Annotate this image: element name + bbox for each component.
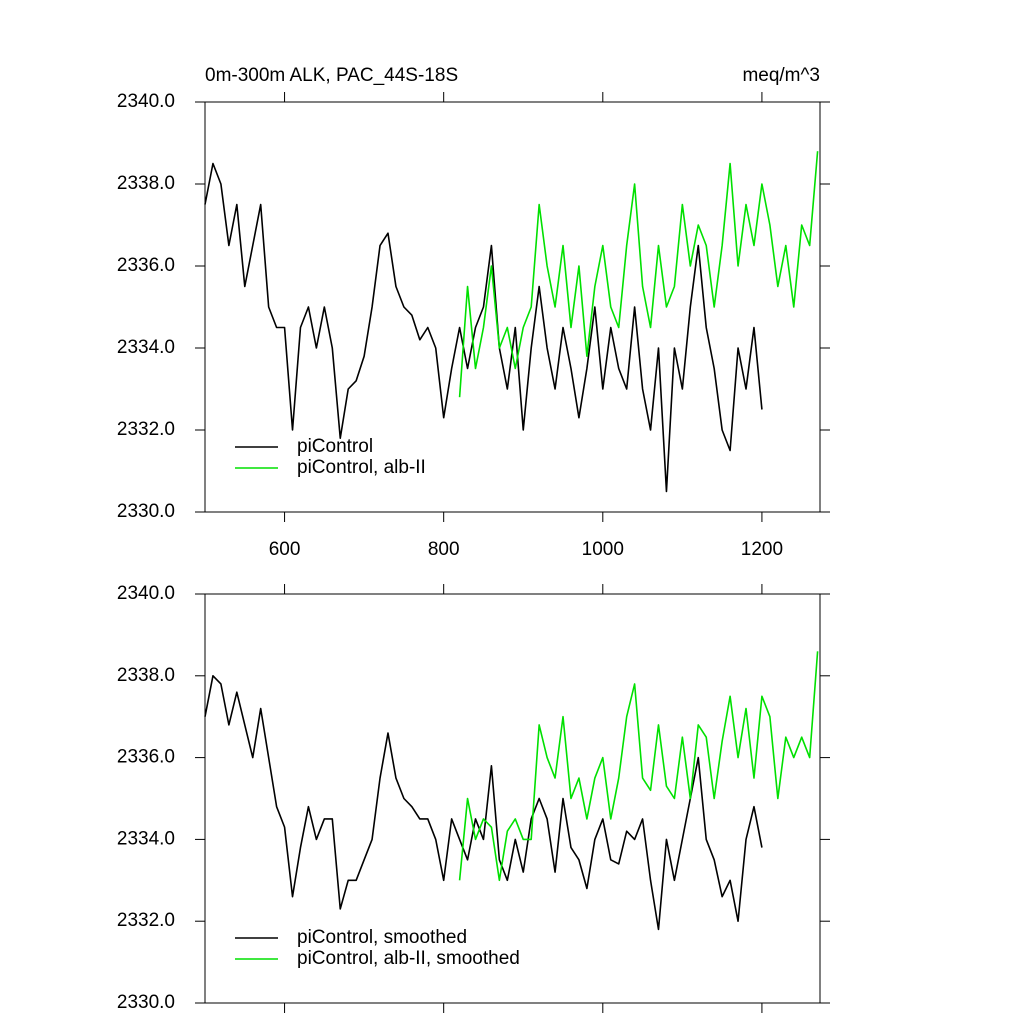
series-line <box>458 651 819 882</box>
legend-label: piControl, alb-II, smoothed <box>297 948 520 969</box>
series-line <box>458 151 819 398</box>
x-tick-label: 1200 <box>741 539 783 560</box>
legend-label: piControl <box>297 436 373 457</box>
plot-frame <box>204 101 821 513</box>
x-tick-label: 800 <box>428 539 460 560</box>
y-tick-label: 2334.0 <box>117 337 175 358</box>
y-tick-label: 2338.0 <box>117 173 175 194</box>
chart-title: 0m-300m ALK, PAC_44S-18S <box>205 65 458 86</box>
y-tick-label: 2336.0 <box>117 747 175 768</box>
series-line <box>204 162 763 493</box>
plot-frame <box>204 593 821 1004</box>
units-label: meq/m^3 <box>742 65 820 86</box>
series-line <box>204 675 763 931</box>
y-tick-label: 2332.0 <box>117 910 175 931</box>
x-tick-label: 600 <box>269 539 301 560</box>
x-tick-label: 1000 <box>582 539 624 560</box>
y-tick-label: 2334.0 <box>117 828 175 849</box>
legend-label: piControl, alb-II <box>297 457 426 478</box>
y-tick-label: 2330.0 <box>117 992 175 1013</box>
y-tick-label: 2330.0 <box>117 501 175 522</box>
y-tick-label: 2340.0 <box>117 583 175 604</box>
y-tick-label: 2336.0 <box>117 255 175 276</box>
legend-label: piControl, smoothed <box>297 927 467 948</box>
y-tick-label: 2338.0 <box>117 665 175 686</box>
y-tick-label: 2340.0 <box>117 91 175 112</box>
y-tick-label: 2332.0 <box>117 419 175 440</box>
